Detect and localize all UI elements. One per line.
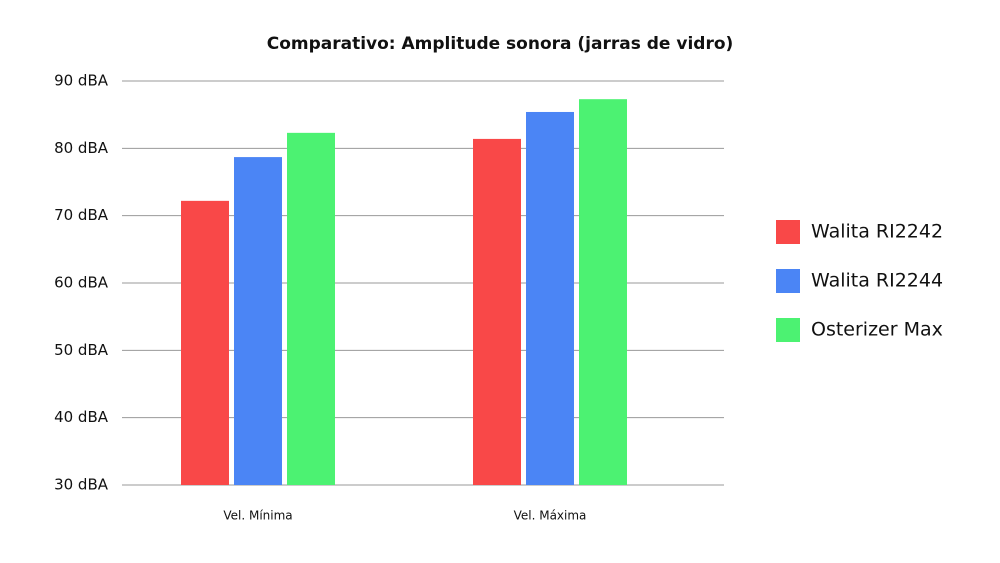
bar <box>234 157 282 485</box>
y-tick-label: 40 dBA <box>54 408 109 426</box>
bar <box>287 132 335 485</box>
y-tick-label: 90 dBA <box>54 72 109 90</box>
y-tick-label: 60 dBA <box>54 274 109 292</box>
y-tick-label: 50 dBA <box>54 341 109 359</box>
bar <box>181 200 229 485</box>
legend-label: Walita RI2242 <box>811 221 943 243</box>
x-tick-label: Vel. Mínima <box>223 509 292 523</box>
legend-swatch <box>776 318 800 342</box>
x-tick-label: Vel. Máxima <box>514 509 587 523</box>
legend-swatch <box>776 220 800 244</box>
y-tick-label: 70 dBA <box>54 206 109 224</box>
chart-title: Comparativo: Amplitude sonora (jarras de… <box>267 34 734 54</box>
bar <box>473 138 521 485</box>
legend-swatch <box>776 269 800 293</box>
bar <box>526 111 574 486</box>
bar <box>579 99 627 486</box>
legend-label: Osterizer Max <box>811 319 943 341</box>
y-tick-label: 80 dBA <box>54 139 109 157</box>
y-tick-label: 30 dBA <box>54 476 109 494</box>
legend-label: Walita RI2244 <box>811 270 943 292</box>
